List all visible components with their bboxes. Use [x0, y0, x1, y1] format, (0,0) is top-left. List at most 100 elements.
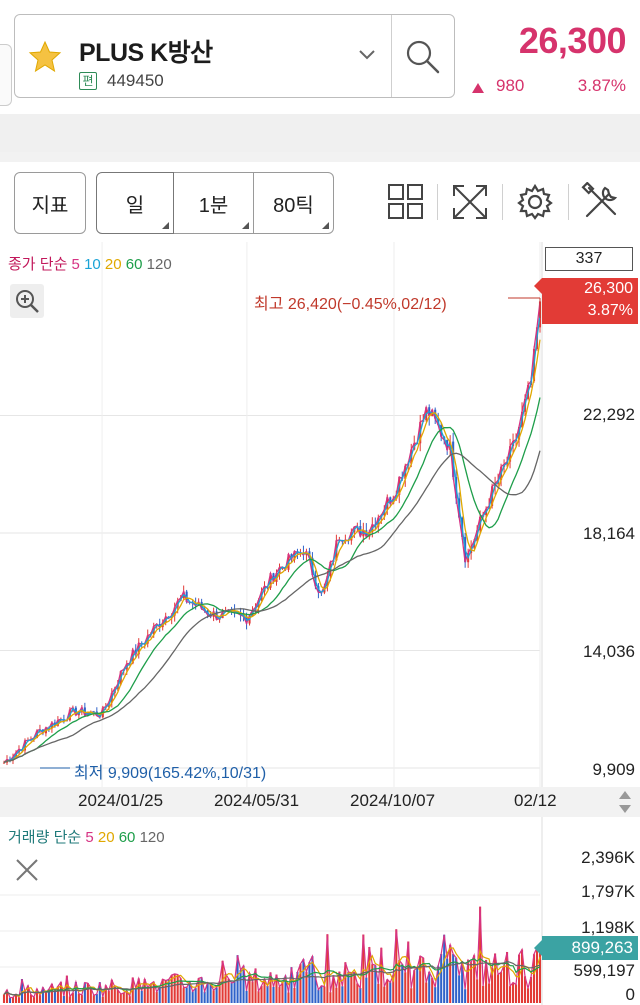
volume-bar: [44, 992, 47, 1003]
fullscreen-icon[interactable]: [450, 182, 490, 222]
volume-bar: [305, 971, 308, 1003]
divider: [568, 184, 569, 220]
legend-ma-10: 10: [84, 256, 101, 273]
close-icon[interactable]: [14, 857, 40, 883]
volume-y-tick: 599,197: [573, 961, 635, 980]
volume-bar: [92, 995, 95, 1003]
volume-bar: [110, 979, 113, 1003]
volume-bar: [535, 947, 539, 1003]
volume-bar: [428, 971, 431, 1003]
volume-bar: [419, 956, 422, 1003]
volume-bar: [368, 947, 371, 1003]
volume-bar: [281, 982, 284, 1003]
volume-bar: [485, 959, 488, 1003]
volume-bar: [341, 986, 344, 1003]
zoom-in-icon[interactable]: [10, 284, 44, 318]
scroll-arrows-icon[interactable]: [618, 789, 632, 815]
volume-bar: [284, 975, 287, 1003]
period-tick-label: 80틱: [273, 194, 314, 217]
volume-bar: [452, 954, 455, 1003]
volume-bar: [335, 987, 338, 1003]
current-price: 26,300: [518, 20, 627, 61]
stock-selector[interactable]: PLUS K방산 편 449450: [14, 14, 455, 98]
star-icon[interactable]: [27, 39, 63, 75]
volume-bar: [158, 986, 161, 1003]
volume-bar: [206, 982, 209, 1003]
volume-y-tick: 1,198K: [581, 918, 635, 937]
stock-code: 449450: [107, 71, 164, 90]
volume-bar: [344, 962, 347, 1003]
volume-bar: [74, 982, 77, 1003]
volume-bar: [233, 981, 236, 1003]
volume-bar: [479, 906, 482, 1003]
volume-bar: [389, 982, 392, 1003]
volume-bar: [257, 991, 260, 1003]
volume-bar: [14, 994, 18, 1003]
up-triangle-icon: [472, 83, 484, 93]
volume-chart-canvas[interactable]: [0, 817, 640, 1005]
volume-bar: [95, 994, 98, 1003]
volume-bar: [140, 990, 143, 1003]
volume-bar: [374, 965, 377, 1003]
volume-bar: [89, 987, 92, 1003]
volume-bar: [329, 992, 332, 1003]
volume-bar: [359, 988, 362, 1003]
volume-bar: [5, 989, 9, 1003]
volume-bar: [230, 983, 233, 1003]
volume-bar: [209, 984, 212, 1003]
volume-bar: [86, 983, 89, 1003]
volume-bar: [416, 968, 419, 1003]
period-minute-button[interactable]: 1분: [174, 172, 254, 234]
ma-5-line: [3, 301, 541, 764]
period-minute-label: 1분: [198, 194, 229, 217]
volume-chart[interactable]: 거래량 단순 5 20 60 120 2,396K 1,797K 1,198K …: [0, 817, 640, 1005]
volume-bar: [194, 988, 197, 1003]
volume-bar: [71, 992, 74, 1003]
divider: [391, 15, 392, 97]
legend-ma-20: 20: [104, 256, 122, 273]
volume-bar: [386, 979, 389, 1003]
volume-bar: [122, 992, 125, 1003]
layout-grid-icon[interactable]: [386, 182, 426, 222]
search-icon[interactable]: [403, 37, 443, 77]
volume-bar: [62, 995, 65, 1003]
volume-bar: [437, 965, 440, 1003]
volume-bar: [476, 979, 479, 1003]
volume-bar: [50, 983, 53, 1003]
volume-bar: [464, 989, 467, 1003]
price-chart[interactable]: 종가 단순 5 10 20 60 120 337 26,300 3.87% 22…: [0, 242, 640, 787]
volume-bar: [434, 987, 437, 1003]
volume-bar: [287, 992, 290, 1003]
volume-bar: [470, 962, 473, 1003]
volume-bar: [248, 973, 251, 1003]
volume-bar: [500, 972, 503, 1003]
volume-bar: [488, 983, 491, 1003]
y-tick-label: 9,909: [592, 760, 635, 779]
tools-icon[interactable]: [581, 182, 621, 222]
side-drawer-handle[interactable]: [0, 44, 12, 106]
volume-bar: [401, 964, 404, 1003]
volume-bar: [425, 982, 428, 1003]
price-chart-canvas[interactable]: [0, 242, 640, 787]
volume-bar: [494, 953, 497, 1003]
volume-bar: [332, 975, 335, 1003]
volume-bar: [245, 990, 248, 1003]
volume-bar: [152, 981, 155, 1003]
period-tick-button[interactable]: 80틱: [254, 172, 334, 234]
volume-bar: [149, 983, 152, 1003]
volume-bar: [179, 978, 182, 1003]
volume-bar: [212, 990, 215, 1003]
vol-legend-ma-5: 5: [85, 829, 94, 846]
indicator-button[interactable]: 지표: [14, 172, 86, 234]
volume-bar: [143, 979, 146, 1003]
corner-triangle-icon: [162, 222, 169, 229]
gear-icon[interactable]: [515, 182, 555, 222]
volume-bar: [347, 971, 350, 1003]
volume-bar: [17, 997, 21, 1003]
volume-bar: [107, 990, 110, 1003]
chevron-down-icon[interactable]: [358, 48, 376, 62]
period-day-button[interactable]: 일: [96, 172, 174, 234]
stock-header: PLUS K방산 편 449450 26,300 980 3.87%: [0, 0, 640, 152]
volume-bar: [134, 988, 137, 1003]
volume-bar: [523, 976, 527, 1003]
